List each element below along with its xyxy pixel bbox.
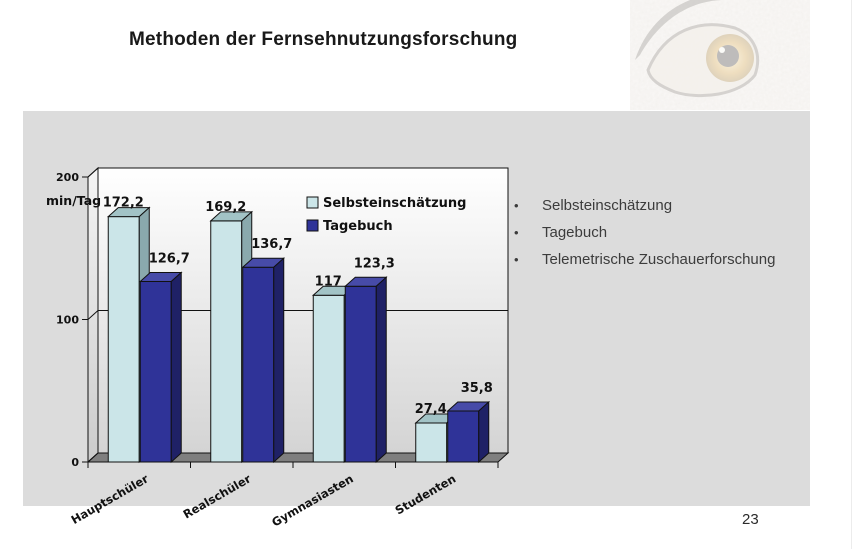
legend-swatch-0	[306, 196, 319, 209]
bullet-icon: •	[514, 225, 519, 240]
bar-s0-c2-face	[312, 294, 345, 463]
y-tick-depth-0	[87, 452, 99, 463]
bar-s1-c0-face	[139, 280, 172, 463]
value-label-s1-c3: 35,8	[461, 381, 493, 396]
bar-s1-c2-side	[375, 276, 387, 464]
bullet-list: • Selbsteinschätzung • Tagebuch • Teleme…	[514, 197, 814, 278]
y-axis-title: min/Tag	[46, 193, 101, 208]
owl-brow	[635, 0, 725, 60]
bullet-icon: •	[514, 198, 519, 213]
value-label-s0-c1: 169,2	[205, 200, 246, 215]
y-tick-depth-200	[87, 167, 99, 178]
value-label-s1-c0: 126,7	[149, 251, 190, 266]
value-label-s0-c3: 27,4	[415, 402, 447, 417]
legend-label-1: Tagebuch	[323, 219, 393, 234]
owl-iris	[706, 34, 754, 82]
bar-s1-c3-face	[447, 410, 480, 463]
bar-s0-c3-face	[415, 422, 448, 463]
legend-swatch-1	[306, 219, 319, 232]
bar-s0-c1-face	[210, 220, 243, 463]
bullet-text: Telemetrische Zuschauerforschung	[542, 251, 776, 268]
legend-label-0: Selbsteinschätzung	[323, 196, 467, 211]
value-label-s0-c2: 117	[315, 274, 342, 289]
list-item: • Tagebuch	[514, 224, 814, 242]
slide-edge-divider	[851, 0, 852, 549]
value-label-s1-c1: 136,7	[251, 237, 292, 252]
bar-s1-c1-face	[242, 266, 275, 463]
y-tick-label-200: 200	[56, 171, 79, 184]
bullet-text: Tagebuch	[542, 224, 608, 241]
bullet-text: Selbsteinschätzung	[542, 197, 673, 214]
owl-image	[630, 0, 810, 110]
list-item: • Telemetrische Zuschauerforschung	[514, 251, 814, 269]
bullet-icon: •	[514, 252, 519, 267]
y-tick-depth-100	[87, 310, 99, 320]
bar-s1-c1-side	[273, 257, 285, 464]
bar-s1-c3-side	[478, 400, 490, 464]
x-category-label-2: Gymnasiasten	[269, 471, 355, 529]
value-label-s0-c0: 172,2	[103, 196, 144, 211]
bar-s1-c0-side	[170, 271, 182, 464]
bar-s0-c0-face	[107, 216, 140, 463]
x-category-label-3: Studenten	[393, 471, 459, 517]
list-item: • Selbsteinschätzung	[514, 197, 814, 215]
x-category-label-1: Realschüler	[181, 471, 254, 521]
page-title: Methoden der Fernsehnutzungsforschung	[129, 29, 518, 50]
owl-eye-glint	[719, 47, 725, 53]
y-tick-label-100: 100	[56, 314, 79, 327]
value-label-s1-c2: 123,3	[354, 256, 395, 271]
y-tick-label-0: 0	[71, 456, 79, 469]
bar-s1-c2-face	[344, 285, 377, 463]
owl-pupil	[717, 45, 739, 67]
x-category-label-0: Hauptschüler	[69, 471, 151, 527]
page-number: 23	[742, 511, 759, 528]
